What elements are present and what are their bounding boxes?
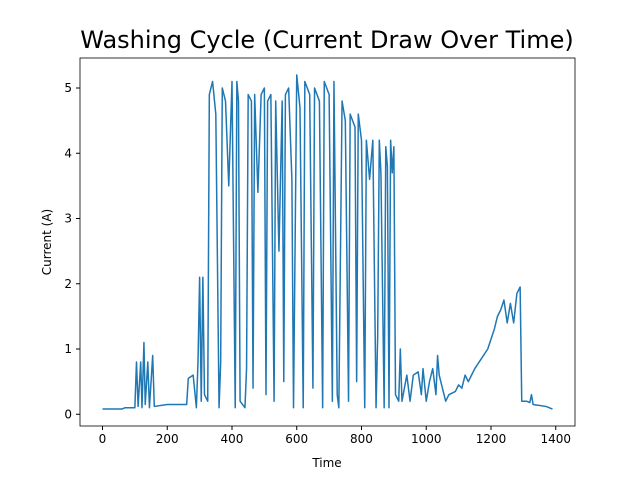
y-tick-label: 2 [64, 277, 72, 291]
y-tick-label: 5 [64, 81, 72, 95]
x-tick-label: 600 [285, 432, 308, 446]
y-tick-label: 4 [64, 146, 72, 160]
x-tick-label: 1000 [411, 432, 442, 446]
plot-frame [79, 57, 576, 427]
y-tick-label: 0 [64, 407, 72, 421]
x-tick-label: 400 [221, 432, 244, 446]
data-line [102, 74, 553, 410]
x-tick-label: 800 [350, 432, 373, 446]
x-tick-label: 1200 [476, 432, 507, 446]
x-axis-label: Time [311, 456, 341, 470]
y-axis-label: Current (A) [40, 209, 54, 275]
x-tick-label: 200 [156, 432, 179, 446]
y-tick-label: 3 [64, 212, 72, 226]
y-tick-label: 1 [64, 342, 72, 356]
x-tick-label: 0 [99, 432, 107, 446]
chart-title: Washing Cycle (Current Draw Over Time) [80, 26, 573, 54]
x-tick-label: 1400 [540, 432, 571, 446]
